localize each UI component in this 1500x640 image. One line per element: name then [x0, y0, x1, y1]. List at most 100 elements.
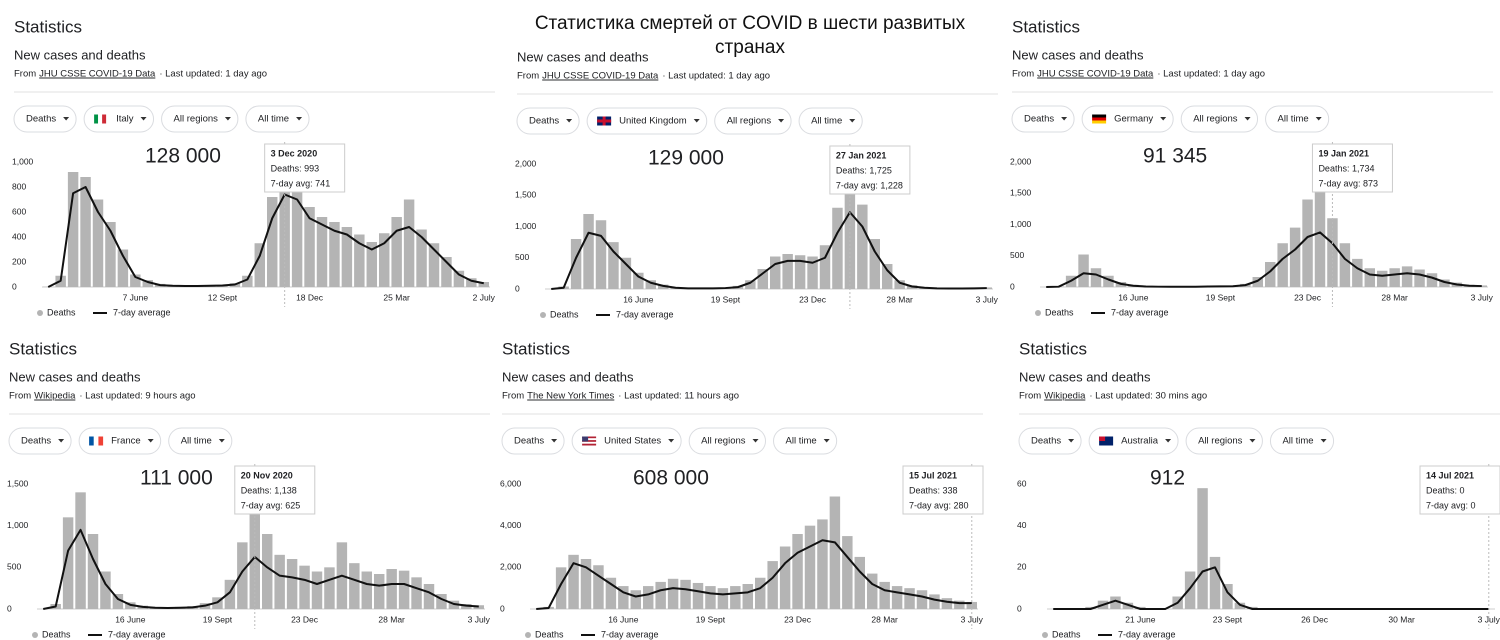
big-number: 128 000 — [145, 145, 221, 168]
filter-button[interactable]: All time — [773, 427, 838, 455]
filter-button[interactable]: Italy — [83, 105, 155, 133]
filter-button[interactable]: All regions — [161, 105, 239, 133]
bar — [286, 559, 298, 609]
filter-label: France — [111, 436, 141, 447]
caret — [823, 439, 830, 443]
y-tick-label: 2,000 — [515, 158, 537, 168]
main-title: Статистика смертей от COVID в шести разв… — [534, 13, 966, 58]
filter-button[interactable]: Germany — [1081, 105, 1174, 133]
bar — [555, 567, 567, 609]
tooltip-line: Deaths: 1,138 — [241, 485, 297, 495]
updated: · Last updated: 30 mins ago — [1089, 391, 1207, 402]
filter-button[interactable]: All regions — [1180, 105, 1259, 133]
filter-button[interactable]: United States — [571, 427, 682, 455]
filter-label: All regions — [1198, 436, 1243, 447]
caret — [693, 119, 700, 123]
filter-pill — [714, 107, 792, 135]
x-tick-label: 2 July — [473, 292, 496, 302]
legend-label: 7-day average — [113, 307, 171, 317]
filter-button[interactable]: All time — [1265, 105, 1330, 133]
caret — [1315, 117, 1322, 121]
y-tick-label: 40 — [1017, 520, 1027, 530]
filter-label: Deaths — [514, 436, 544, 447]
filter-button[interactable]: Deaths — [516, 107, 580, 135]
filter-button[interactable]: All time — [1269, 427, 1335, 455]
bar — [130, 274, 141, 287]
bar — [311, 571, 323, 609]
y-tick-label: 500 — [1010, 250, 1024, 260]
subtitle: New cases and deaths — [502, 369, 634, 384]
bar — [881, 264, 893, 289]
bar — [117, 249, 129, 287]
tooltip-line: 7-day avg: 625 — [241, 500, 301, 510]
bar — [642, 586, 654, 609]
y-tick-label: 0 — [1017, 603, 1022, 613]
flag-part — [582, 441, 597, 444]
bar — [1103, 275, 1114, 287]
filter-pill — [1011, 105, 1075, 133]
bar — [87, 534, 99, 609]
filter-button[interactable]: Deaths — [1011, 105, 1075, 133]
filter-button[interactable]: All time — [168, 427, 233, 455]
x-tick-label: 28 Mar — [378, 614, 405, 624]
x-tick-label: 3 July — [961, 614, 984, 624]
bar — [1389, 268, 1400, 287]
filter-button[interactable]: All regions — [1185, 427, 1263, 455]
bar — [411, 577, 422, 609]
y-tick-label: 1,000 — [1010, 219, 1032, 229]
filter-pill — [83, 105, 155, 133]
flag-part — [582, 436, 597, 439]
x-tick-label: 16 June — [608, 614, 639, 624]
bar — [794, 255, 806, 289]
bar — [757, 269, 769, 289]
filter-button[interactable]: All regions — [688, 427, 767, 455]
filter-button[interactable]: Australia — [1088, 427, 1179, 455]
x-tick-label: 12 Sept — [208, 292, 238, 302]
filter-button[interactable]: United Kingdom — [586, 107, 708, 135]
bar — [466, 278, 477, 287]
bar — [67, 172, 79, 287]
caret — [1068, 439, 1075, 443]
bar — [261, 534, 273, 609]
bar — [62, 517, 74, 609]
avg-line — [536, 539, 972, 610]
bar — [583, 214, 594, 289]
subtitle: New cases and deaths — [1012, 47, 1144, 62]
bar — [854, 556, 866, 609]
filter-button[interactable]: All regions — [714, 107, 792, 135]
x-tick-label: 19 Sept — [696, 614, 726, 624]
x-tick-label: 23 Dec — [784, 614, 812, 624]
bar — [929, 594, 940, 609]
bar — [341, 227, 353, 287]
legend-label: Deaths — [47, 307, 76, 317]
filter-label: Australia — [1121, 436, 1159, 447]
caret — [1320, 439, 1327, 443]
bar — [832, 207, 843, 289]
panel-title: Statistics — [14, 17, 82, 36]
filter-button[interactable]: Deaths — [8, 427, 72, 455]
bar — [92, 199, 104, 287]
source-link: Wikipedia — [1044, 391, 1086, 402]
bar — [142, 280, 154, 287]
filter-label: All time — [1282, 436, 1313, 447]
filter-pill — [1088, 427, 1179, 455]
subtitle: New cases and deaths — [1019, 369, 1151, 384]
caret — [224, 117, 231, 121]
filter-button[interactable]: All time — [245, 105, 310, 133]
filter-button[interactable]: All time — [798, 107, 863, 135]
y-tick-label: 600 — [12, 206, 26, 216]
filter-button[interactable]: France — [78, 427, 162, 455]
legend-dot — [37, 310, 43, 316]
flag-part — [1092, 114, 1107, 118]
legend-label: Deaths — [535, 629, 564, 639]
tooltip-date: 20 Nov 2020 — [241, 470, 293, 480]
legend-label: 7-day average — [1111, 307, 1169, 317]
y-tick-label: 20 — [1017, 562, 1027, 572]
filter-button[interactable]: Deaths — [501, 427, 565, 455]
filter-button[interactable]: Deaths — [13, 105, 77, 133]
bar — [904, 588, 915, 609]
filter-button[interactable]: Deaths — [1018, 427, 1082, 455]
y-tick-label: 0 — [12, 281, 17, 291]
bar — [705, 586, 716, 609]
